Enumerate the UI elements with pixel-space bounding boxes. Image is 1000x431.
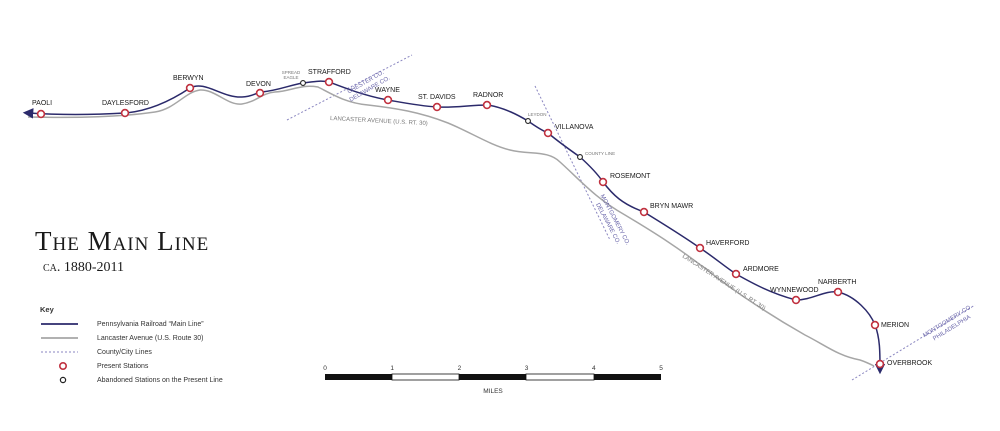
key-label-county: County/City Lines: [97, 349, 152, 356]
scale-tick-5: 5: [659, 365, 663, 372]
station-marker-overbrook: [875, 359, 885, 369]
scale-tick-2: 2: [458, 365, 462, 372]
station-marker-radnor: [482, 100, 492, 110]
station-marker-daylesford: [120, 108, 130, 118]
scale-segment-4: [525, 373, 595, 381]
station-markers: [36, 77, 885, 369]
station-marker-paoli: [36, 109, 46, 119]
scale-tick-labels: 0 1 2 3 4 5: [323, 365, 663, 372]
station-label-daylesford: DAYLESFORD: [102, 100, 149, 107]
station-marker-rosemont: [598, 177, 608, 187]
station-label-devon: DEVON: [246, 81, 271, 88]
county-line-montgomery-delaware: [534, 85, 611, 241]
map-key: Key Pennsylvania Railroad “Main Line” La…: [40, 305, 223, 390]
scale-tick-0: 0: [323, 365, 327, 372]
station-label-leydon: LEYDON: [528, 112, 547, 117]
key-title: Key: [40, 305, 54, 314]
key-row-county: County/City Lines: [40, 348, 152, 362]
station-label-ardmore: ARDMORE: [743, 266, 779, 273]
station-marker-bryn-mawr: [639, 207, 649, 217]
map-title: The Main Line: [35, 226, 210, 256]
scale-segment-5: [594, 374, 661, 380]
station-label-overbrook: OVERBROOK: [887, 360, 932, 367]
scale-segment-2: [391, 373, 460, 381]
road-label-lancaster-west: LANCASTER AVENUE (U.S. RT. 30): [330, 116, 428, 127]
key-label-avenue: Lancaster Avenue (U.S. Route 30): [97, 335, 204, 342]
key-row-avenue: Lancaster Avenue (U.S. Route 30): [40, 334, 204, 348]
station-marker-devon: [255, 88, 265, 98]
station-marker-berwyn: [185, 83, 195, 93]
station-label-rosemont: ROSEMONT: [610, 173, 651, 180]
station-marker-strafford: [324, 77, 334, 87]
scale-bar: 0 1 2 3 4 5 MILES: [323, 365, 663, 395]
key-row-present: Present Stations: [40, 362, 148, 376]
key-row-abandoned: Abandoned Stations on the Present Line: [40, 376, 223, 390]
county-line-chester-delaware: [286, 54, 413, 121]
station-label-bryn-mawr: BRYN MAWR: [650, 203, 693, 210]
key-symbol-present-station: [58, 361, 67, 370]
scale-unit-label: MILES: [483, 388, 503, 395]
scale-tick-4: 4: [592, 365, 596, 372]
station-marker-spread-eagle: [300, 80, 306, 86]
station-marker-wynnewood: [791, 295, 801, 305]
map-subtitle: ca. 1880-2011: [43, 260, 125, 275]
station-label-haverford: HAVERFORD: [706, 240, 749, 247]
station-label-villanova: VILLANOVA: [555, 124, 594, 131]
station-marker-county-line: [577, 154, 583, 160]
station-marker-leydon: [525, 118, 531, 124]
station-label-paoli: PAOLI: [32, 100, 52, 107]
key-label-present: Present Stations: [97, 363, 149, 370]
county-label-montgomery-philadelphia: MONTGOMERY CO. PHILADELPHIA: [922, 304, 973, 342]
station-label-county-line: COUNTY LINE: [585, 151, 615, 156]
station-label-narberth: NARBERTH: [818, 279, 856, 286]
station-marker-villanova: [543, 128, 553, 138]
station-label-wynnewood: WYNNEWOOD: [770, 287, 819, 294]
scale-segment-3: [459, 374, 526, 380]
station-label-wayne: WAYNE: [375, 87, 400, 94]
station-marker-wayne: [383, 95, 393, 105]
station-label-spread-eagle: SPREAD EAGLE: [282, 70, 301, 80]
station-marker-ardmore: [731, 269, 741, 279]
station-marker-haverford: [695, 243, 705, 253]
key-label-railroad: Pennsylvania Railroad “Main Line”: [97, 321, 204, 328]
key-symbol-abandoned-station: [59, 376, 67, 384]
station-label-radnor: RADNOR: [473, 92, 503, 99]
scale-tick-3: 3: [525, 365, 529, 372]
station-marker-narberth: [833, 287, 843, 297]
key-label-abandoned: Abandoned Stations on the Present Line: [97, 377, 223, 384]
station-label-merion: MERION: [881, 322, 909, 329]
key-symbols: [41, 323, 78, 384]
station-labels: PAOLI DAYLESFORD BERWYN DEVON SPREAD EAGLE STR…: [32, 69, 932, 367]
station-marker-merion: [870, 320, 880, 330]
key-row-railroad: Pennsylvania Railroad “Main Line”: [40, 320, 204, 334]
station-marker-st-davids: [432, 102, 442, 112]
station-label-strafford: STRAFFORD: [308, 69, 351, 76]
county-lines: [286, 54, 976, 381]
scale-segment-1: [325, 374, 392, 380]
scale-tick-1: 1: [390, 365, 394, 372]
station-label-berwyn: BERWYN: [173, 75, 204, 82]
station-label-st-davids: ST. DAVIDS: [418, 94, 456, 101]
